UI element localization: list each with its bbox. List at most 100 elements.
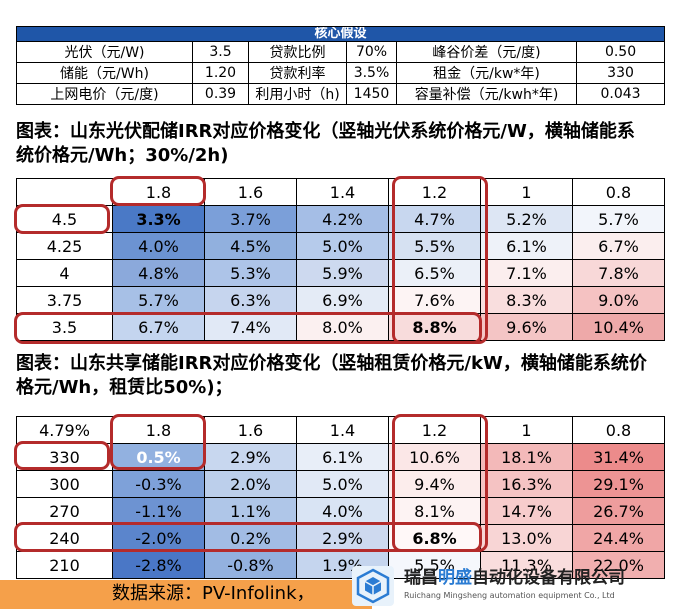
shared-storage-irr-table: 4.79% 1.8 1.6 1.4 1.2 1 0.8 330 0.5% 2.9% 6.1% 10.6…	[16, 416, 665, 579]
assumption-value: 3.5	[192, 41, 249, 63]
cube-logo-icon	[352, 566, 394, 606]
irr-cell: -1.1%	[112, 497, 205, 525]
company-name-part1: 瑞昌	[404, 568, 438, 588]
column-header: 1.2	[388, 178, 481, 206]
irr-cell: 31.4%	[572, 443, 665, 471]
assumptions-row: 上网电价（元/度) 0.39 利用小时（h) 1450 容量补偿（元/kwh*年) 0.0…	[16, 83, 666, 105]
irr-cell: 0.5%	[112, 443, 205, 471]
column-header: 0.8	[572, 178, 665, 206]
assumption-value: 0.043	[575, 83, 666, 105]
column-header: 1.4	[296, 416, 389, 444]
assumption-value: 3.5%	[346, 62, 397, 84]
column-header: 1	[480, 416, 573, 444]
irr-cell: 5.7%	[112, 286, 205, 314]
row-header: 3.75	[16, 286, 113, 314]
assumption-value: 1450	[346, 83, 397, 105]
grid-row: 330 0.5% 2.9% 6.1% 10.6% 18.1% 31.4%	[16, 443, 665, 471]
irr-cell: -2.8%	[112, 551, 205, 579]
assumption-label: 租金（元/kw*年)	[396, 62, 577, 84]
source-bar	[0, 580, 372, 609]
irr-cell: 6.8%	[388, 524, 481, 552]
irr-cell: 7.6%	[388, 286, 481, 314]
grid-row: 270 -1.1% 1.1% 4.0% 8.1% 14.7% 26.7%	[16, 497, 665, 525]
irr-cell: 5.7%	[572, 205, 665, 233]
irr-cell: 6.1%	[296, 443, 389, 471]
grid-row: 3.5 6.7% 7.4% 8.0% 8.8% 9.6% 10.4%	[16, 313, 665, 341]
company-name-part2: 自动化设备有限公司	[472, 568, 625, 588]
irr-cell: 4.8%	[112, 259, 205, 287]
assumption-label: 贷款利率	[248, 62, 347, 84]
irr-cell: 1.9%	[296, 551, 389, 579]
irr-cell: 6.3%	[204, 286, 297, 314]
irr-cell: 6.9%	[296, 286, 389, 314]
row-header: 330	[16, 443, 113, 471]
column-header: 1	[480, 178, 573, 206]
irr-cell: 4.2%	[296, 205, 389, 233]
irr-cell: 2.9%	[204, 443, 297, 471]
pv-storage-irr-table: 1.8 1.6 1.4 1.2 1 0.8 4.5 3.3% 3.7% 4.2% 4.7% 5.2% 5…	[16, 178, 665, 341]
irr-cell: 13.0%	[480, 524, 573, 552]
column-header: 0.8	[572, 416, 665, 444]
row-header: 240	[16, 524, 113, 552]
chart-caption-pv-storage: 图表：山东光伏配储IRR对应价格变化（竖轴光伏系统价格元/W，横轴储能系统价格元…	[16, 121, 635, 166]
column-header: 1.8	[112, 178, 205, 206]
assumption-label: 峰谷价差（元/度)	[396, 41, 577, 63]
grid-row: 240 -2.0% 0.2% 2.9% 6.8% 13.0% 24.4%	[16, 524, 665, 552]
irr-cell: 10.6%	[388, 443, 481, 471]
irr-cell: 10.4%	[572, 313, 665, 341]
grid-row: 3.75 5.7% 6.3% 6.9% 7.6% 8.3% 9.0%	[16, 286, 665, 314]
assumptions-row: 储能（元/Wh) 1.20 贷款利率 3.5% 租金（元/kw*年) 330	[16, 62, 666, 84]
irr-cell: 4.0%	[296, 497, 389, 525]
row-header: 4.5	[16, 205, 113, 233]
assumption-label: 储能（元/Wh)	[16, 62, 193, 84]
irr-cell: 26.7%	[572, 497, 665, 525]
irr-cell: 18.1%	[480, 443, 573, 471]
assumption-label: 光伏（元/W)	[16, 41, 193, 63]
assumptions-table: 核心假设 光伏（元/W) 3.5 贷款比例 70% 峰谷价差（元/度) 0.50 储能（元/…	[15, 26, 666, 105]
row-header: 210	[16, 551, 113, 579]
assumption-label: 容量补偿（元/kwh*年)	[396, 83, 577, 105]
assumptions-title: 核心假设	[15, 26, 666, 42]
chart-caption-shared-storage: 图表：山东共享储能IRR对应价格变化（竖轴租赁价格元/kW，横轴储能系统价格元/…	[16, 353, 647, 398]
irr-cell: 22.0%	[572, 551, 665, 579]
assumptions-row: 光伏（元/W) 3.5 贷款比例 70% 峰谷价差（元/度) 0.50	[16, 41, 666, 63]
column-header: 1.2	[388, 416, 481, 444]
irr-cell: 8.3%	[480, 286, 573, 314]
irr-cell: 6.1%	[480, 232, 573, 260]
grid-row: 4 4.8% 5.3% 5.9% 6.5% 7.1% 7.8%	[16, 259, 665, 287]
irr-cell: 29.1%	[572, 470, 665, 498]
irr-cell: 11.3%	[480, 551, 573, 579]
column-header: 1.6	[204, 416, 297, 444]
grid-row: 4.25 4.0% 4.5% 5.0% 5.5% 6.1% 6.7%	[16, 232, 665, 260]
grid-row: 4.5 3.3% 3.7% 4.2% 4.7% 5.2% 5.7%	[16, 205, 665, 233]
irr-cell: 9.0%	[572, 286, 665, 314]
assumption-value: 0.50	[575, 41, 666, 63]
irr-cell: 5.2%	[480, 205, 573, 233]
irr-cell: 5.5%	[388, 551, 481, 579]
data-source: 数据来源：PV-Infolink，	[112, 583, 315, 604]
irr-cell: 9.6%	[480, 313, 573, 341]
irr-cell: 6.5%	[388, 259, 481, 287]
irr-cell: 7.8%	[572, 259, 665, 287]
company-name: 瑞昌明盛自动化设备有限公司	[404, 567, 625, 589]
irr-cell: 6.7%	[572, 232, 665, 260]
irr-cell: 5.0%	[296, 232, 389, 260]
assumption-value: 1.20	[192, 62, 249, 84]
irr-cell: -0.8%	[204, 551, 297, 579]
assumption-label: 上网电价（元/度)	[16, 83, 193, 105]
company-english-name: Ruichang Mingsheng automation equipment …	[404, 591, 615, 600]
irr-cell: 5.3%	[204, 259, 297, 287]
irr-cell: 24.4%	[572, 524, 665, 552]
assumptions-body: 光伏（元/W) 3.5 贷款比例 70% 峰谷价差（元/度) 0.50 储能（元/Wh) 1.…	[16, 41, 666, 105]
irr-cell: 7.4%	[204, 313, 297, 341]
irr-cell: 8.1%	[388, 497, 481, 525]
irr-cell: 5.0%	[296, 470, 389, 498]
grid-header-row: 4.79% 1.8 1.6 1.4 1.2 1 0.8	[16, 416, 665, 444]
assumption-value: 0.39	[192, 83, 249, 105]
irr-cell: 5.5%	[388, 232, 481, 260]
row-header: 270	[16, 497, 113, 525]
company-name-brand: 明盛	[438, 568, 472, 588]
column-header: 1.4	[296, 178, 389, 206]
assumption-label: 利用小时（h)	[248, 83, 347, 105]
irr-cell: 9.4%	[388, 470, 481, 498]
